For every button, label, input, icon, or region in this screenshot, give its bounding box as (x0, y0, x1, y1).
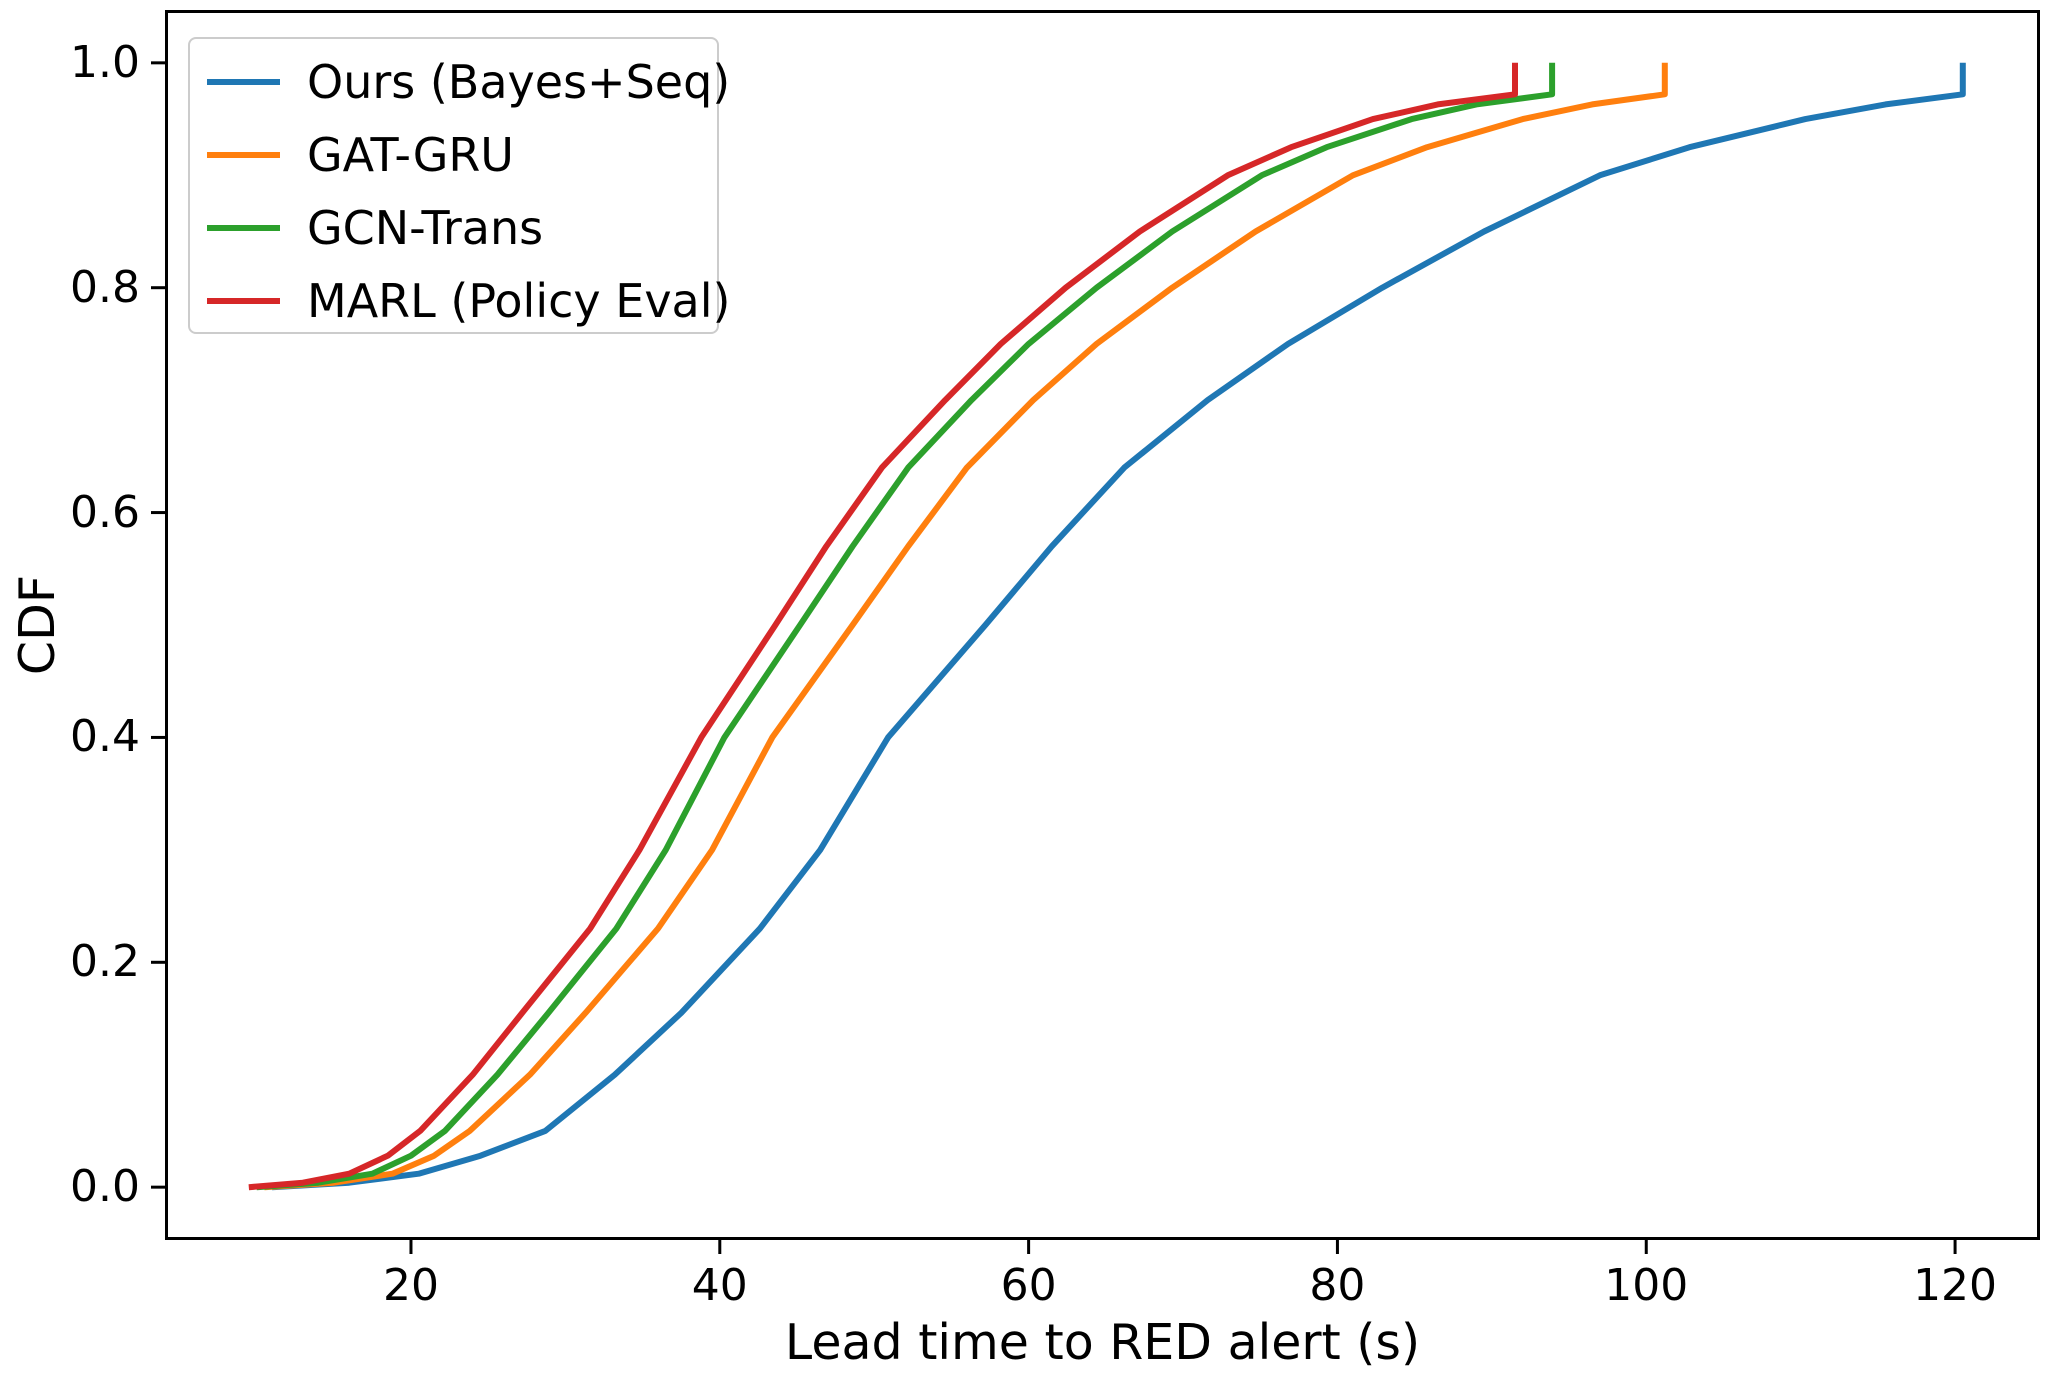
x-tick-label: 100 (1604, 1260, 1689, 1311)
cdf-curve-0 (271, 62, 1966, 1191)
x-tick-label: 80 (1309, 1260, 1366, 1311)
x-tick-label: 40 (691, 1260, 748, 1311)
axes-frame (165, 10, 2040, 1240)
legend-line-swatch-orange (207, 151, 280, 158)
y-tick-label: 1.0 (70, 36, 140, 88)
legend-line-swatch-green (207, 224, 280, 231)
legend-item: GAT-GRU (190, 118, 717, 191)
y-axis-label: CDF (9, 574, 66, 676)
cdf-curve-1 (264, 62, 1668, 1191)
cdf-curve-3 (248, 62, 1518, 1191)
legend-label: Ours (Bayes+Seq) (307, 54, 731, 109)
y-tick-label: 0.8 (70, 261, 140, 313)
legend-label: GCN-Trans (307, 200, 544, 255)
legend-label: GAT-GRU (307, 127, 514, 182)
x-tick-label: 60 (1000, 1260, 1057, 1311)
cdf-curve-2 (256, 62, 1556, 1191)
legend-line-swatch-red (207, 297, 280, 304)
y-tick-label: 0.4 (70, 711, 140, 763)
legend-item: MARL (Policy Eval) (190, 264, 730, 337)
legend-item: GCN-Trans (190, 191, 717, 264)
x-tick-label: 120 (1913, 1260, 1998, 1311)
legend-line-swatch-blue (207, 78, 280, 85)
legend-item: Ours (Bayes+Seq) (190, 45, 730, 118)
y-tick-label: 0.2 (70, 936, 140, 988)
legend: Ours (Bayes+Seq) GAT-GRU GCN-Trans MARL … (188, 37, 730, 337)
legend-label: MARL (Policy Eval) (307, 273, 731, 328)
y-tick-label: 0.6 (70, 486, 140, 538)
x-axis-label: Lead time to RED alert (s) (784, 1314, 1421, 1371)
y-tick-label: 0.0 (70, 1161, 140, 1213)
x-tick-label: 20 (382, 1260, 439, 1311)
